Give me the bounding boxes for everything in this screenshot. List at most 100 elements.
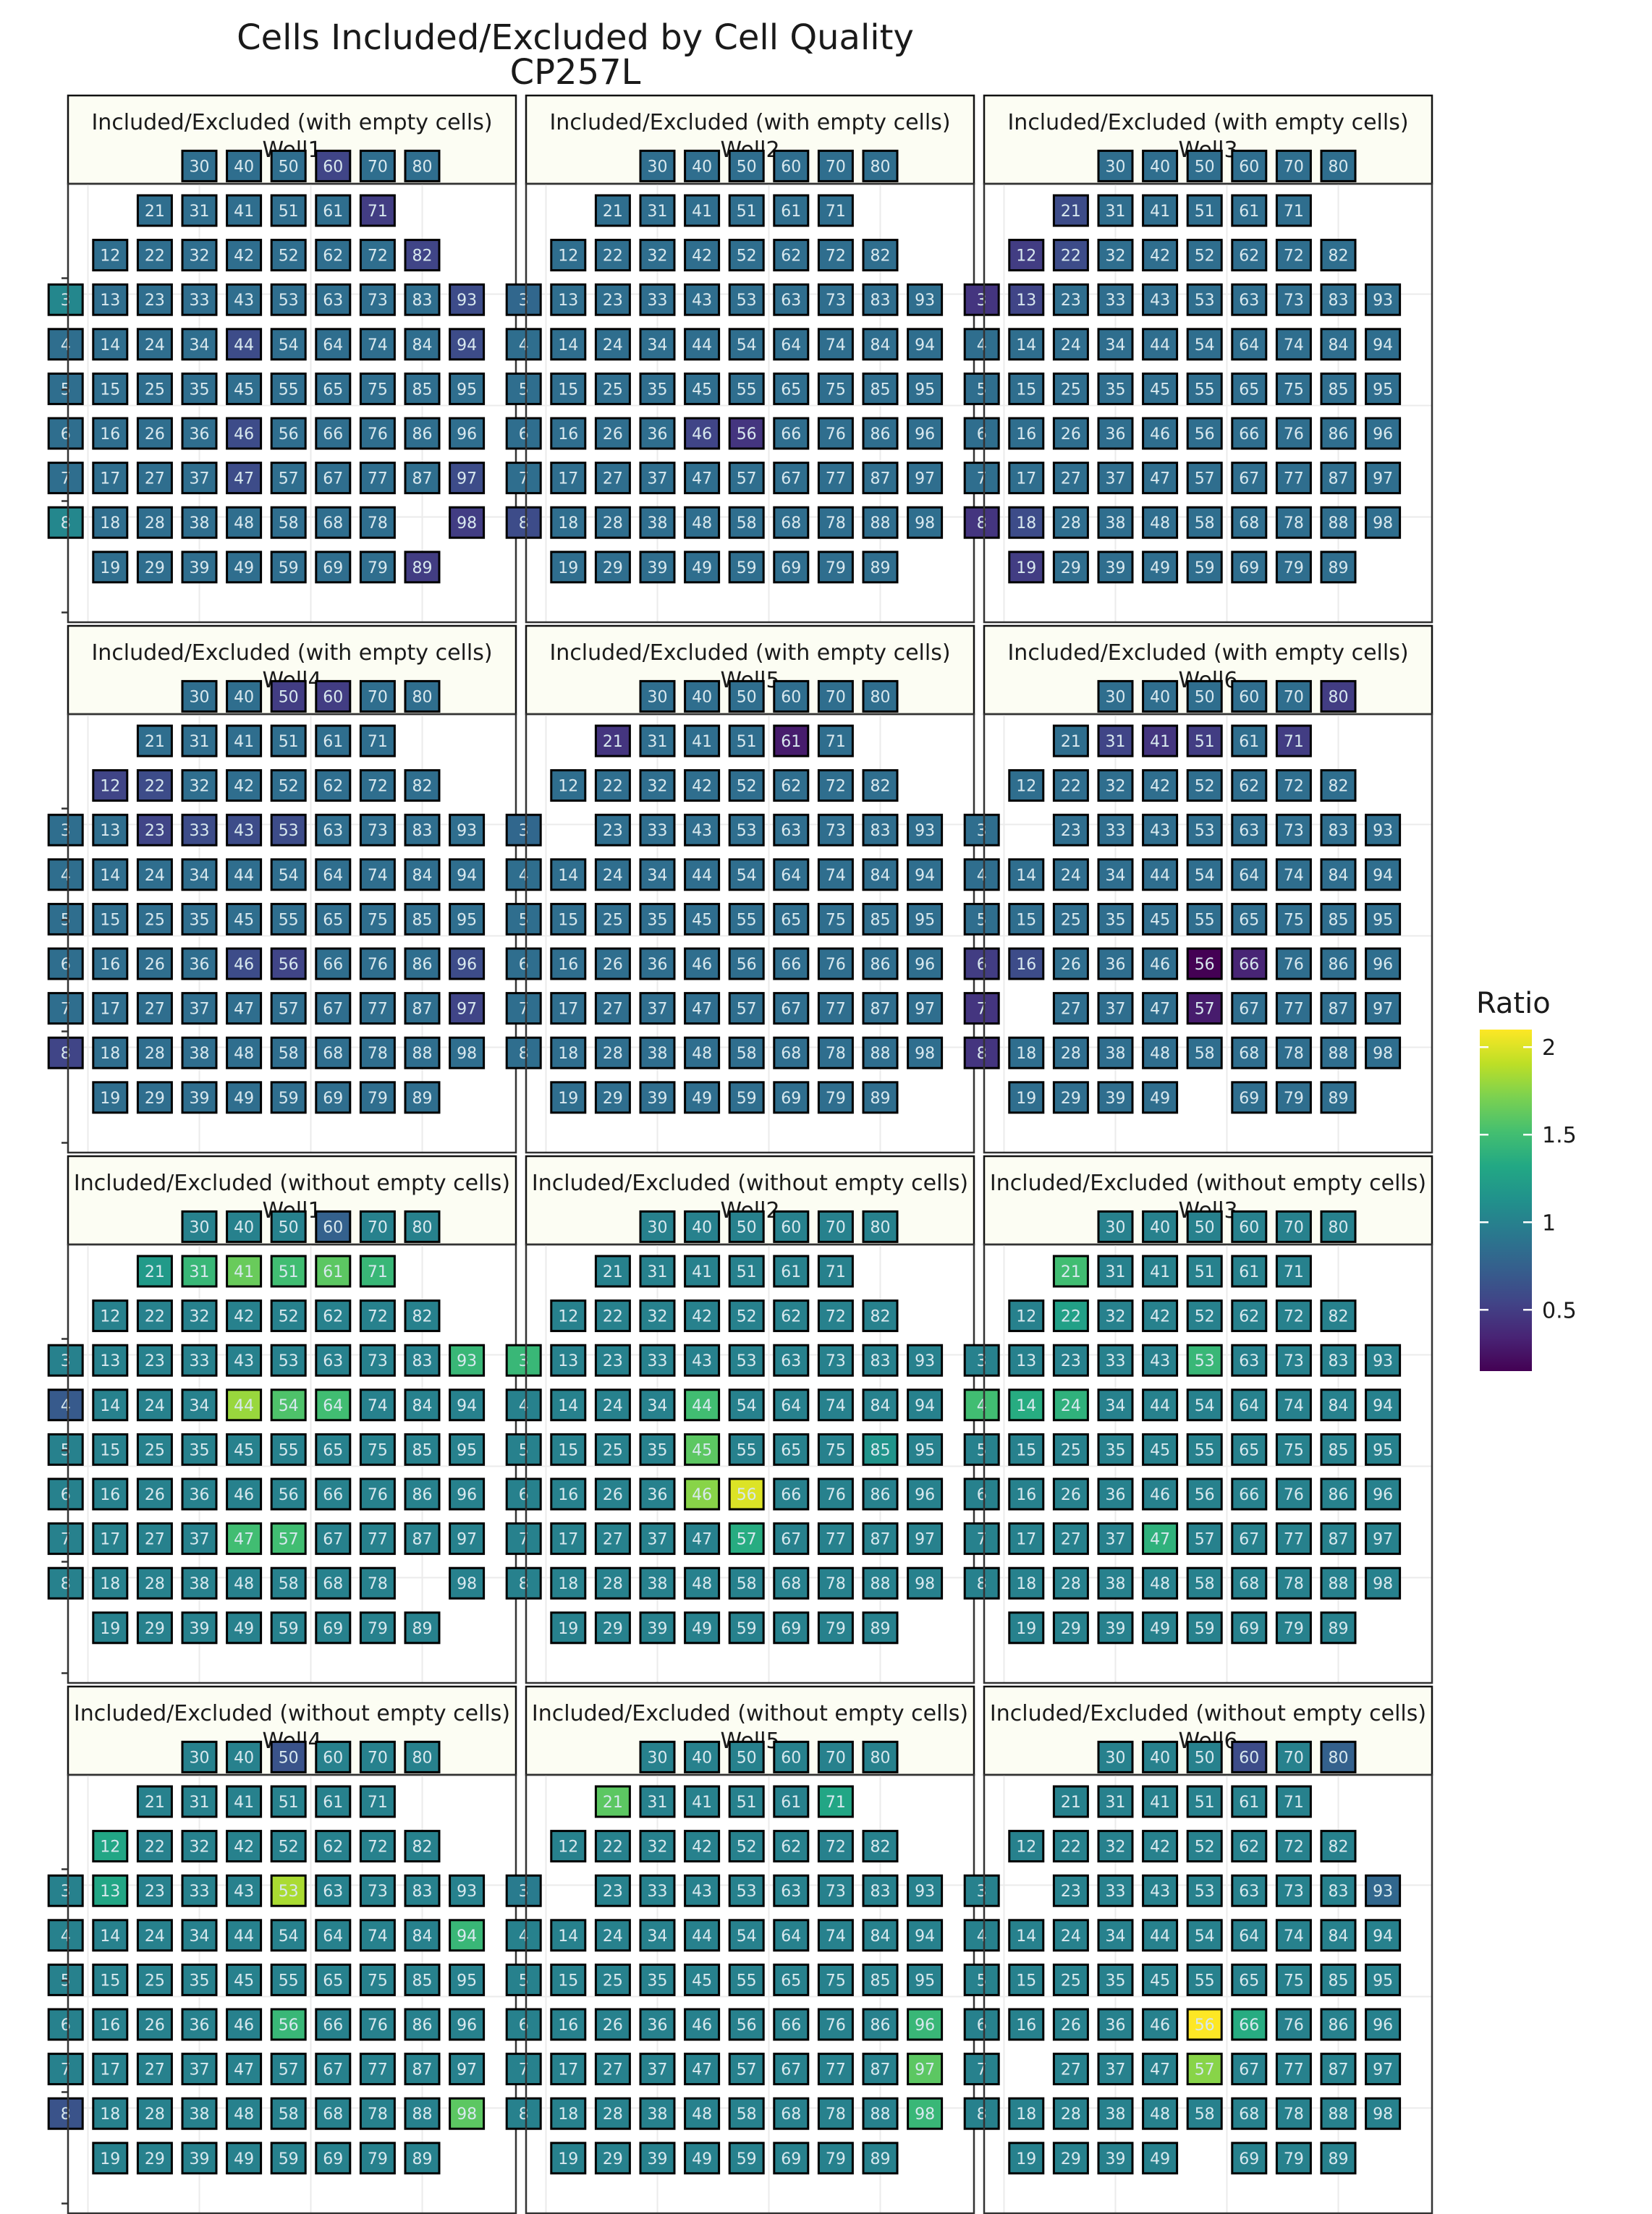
cell-label: 84 [871, 1397, 891, 1415]
heatmap-cell [92, 417, 129, 450]
heatmap-cell [1231, 2142, 1268, 2175]
heatmap-cell [404, 283, 441, 316]
heatmap-cell [315, 1210, 352, 1243]
cell-label: 36 [648, 1486, 668, 1504]
cell-label: 29 [1061, 2150, 1081, 2168]
cell-label: 98 [915, 1045, 935, 1063]
heatmap-cell [1275, 813, 1312, 847]
cell-label: 84 [412, 867, 433, 885]
cell-label: 65 [1239, 381, 1259, 399]
heatmap-cell [639, 1036, 676, 1069]
heatmap-cell [1231, 1740, 1268, 1773]
cell-label: 83 [412, 292, 433, 310]
heatmap-cell [773, 239, 810, 272]
cell-label: 15 [558, 1972, 578, 1990]
cell-label: 64 [323, 1397, 343, 1415]
cell-label: 51 [279, 733, 299, 751]
cell-label: 84 [1329, 867, 1349, 885]
cell-label: 43 [692, 1352, 712, 1370]
cell-label: 58 [737, 2105, 757, 2124]
heatmap-cell [639, 417, 676, 450]
heatmap-cell [1365, 1919, 1402, 1952]
cell-label: 88 [871, 1045, 891, 1063]
heatmap-cell [1231, 1210, 1268, 1243]
heatmap-cell [1142, 1522, 1179, 1556]
cell-label: 83 [871, 822, 891, 840]
cell-label: 74 [368, 336, 388, 355]
heatmap-cell [639, 1740, 676, 1773]
heatmap-cell [226, 813, 263, 847]
cell-label: 54 [279, 1927, 299, 1946]
heatmap-cell [862, 2142, 899, 2175]
heatmap-cell [1052, 372, 1089, 405]
heatmap-cell [1320, 947, 1357, 980]
cell-label: 29 [603, 1620, 623, 1638]
cell-label: 48 [1150, 514, 1170, 533]
cell-label: 55 [737, 1972, 757, 1990]
cell-label: 34 [648, 1927, 668, 1946]
heatmap-cell [862, 2053, 899, 2086]
cell-label: 61 [323, 733, 343, 751]
cell-label: 15 [558, 1441, 578, 1459]
cell-label: 34 [648, 336, 668, 355]
heatmap-cell [226, 1919, 263, 1952]
cell-label: 31 [648, 733, 668, 751]
cell-label: 47 [692, 470, 712, 488]
heatmap-cell [639, 947, 676, 980]
cell-label: 30 [1106, 158, 1126, 176]
heatmap-cell [505, 2097, 542, 2130]
heatmap-cell [550, 1433, 587, 1466]
cell-label: 32 [648, 247, 668, 266]
heatmap-cell [1231, 1433, 1268, 1466]
heatmap-cell [1097, 1255, 1134, 1288]
cell-label: 12 [558, 1838, 578, 1857]
heatmap-cell [359, 858, 396, 891]
cell-label: 54 [737, 1927, 757, 1946]
panel-border [983, 713, 1433, 1154]
heatmap-cell [684, 551, 721, 584]
heatmap-cell [862, 506, 899, 539]
heatmap-cell [505, 462, 542, 495]
heatmap-cell [1052, 2008, 1089, 2041]
cell-label: 98 [1373, 514, 1393, 533]
heatmap-cell [1320, 283, 1357, 316]
cell-label: 8 [61, 2105, 71, 2124]
heatmap-cell [1186, 1785, 1223, 1818]
cell-label: 59 [737, 2150, 757, 2168]
heatmap-cell [773, 194, 810, 227]
cell-label: 18 [1016, 514, 1036, 533]
cell-label: 33 [190, 822, 210, 840]
heatmap-cell [136, 372, 173, 405]
cell-label: 24 [603, 336, 623, 355]
heatmap-cell [1186, 1036, 1223, 1069]
cell-label: 68 [323, 2105, 343, 2124]
cell-label: 43 [234, 1352, 254, 1370]
cell-label: 31 [190, 1794, 210, 1812]
facet-strip-label: Included/Excluded (with empty cells) [91, 640, 492, 666]
cell-label: 78 [368, 1575, 388, 1593]
heatmap-cell [773, 372, 810, 405]
heatmap-cell [315, 1830, 352, 1863]
cell-label: 47 [1150, 1001, 1170, 1019]
heatmap-cell [550, 992, 587, 1025]
heatmap-cell [1231, 283, 1268, 316]
cell-label: 51 [1195, 733, 1215, 751]
cell-label: 16 [1016, 1486, 1036, 1504]
cell-label: 27 [1061, 470, 1081, 488]
cell-label: 25 [1061, 1972, 1081, 1990]
heatmap-cell [1275, 1611, 1312, 1645]
heatmap-cell [817, 2053, 854, 2086]
cell-label: 79 [368, 1620, 388, 1638]
cell-label: 53 [737, 292, 757, 310]
heatmap-cell [550, 1963, 587, 1996]
cell-label: 13 [558, 1352, 578, 1370]
heatmap-cell [505, 1477, 542, 1511]
cell-label: 17 [100, 470, 120, 488]
cell-label: 60 [1239, 688, 1259, 706]
heatmap-cell [1186, 1210, 1223, 1243]
heatmap-cell [817, 283, 854, 316]
heatmap-cell [1186, 769, 1223, 802]
heatmap-cell [1097, 1522, 1134, 1556]
heatmap-cell [136, 858, 173, 891]
heatmap-cell [1231, 902, 1268, 936]
